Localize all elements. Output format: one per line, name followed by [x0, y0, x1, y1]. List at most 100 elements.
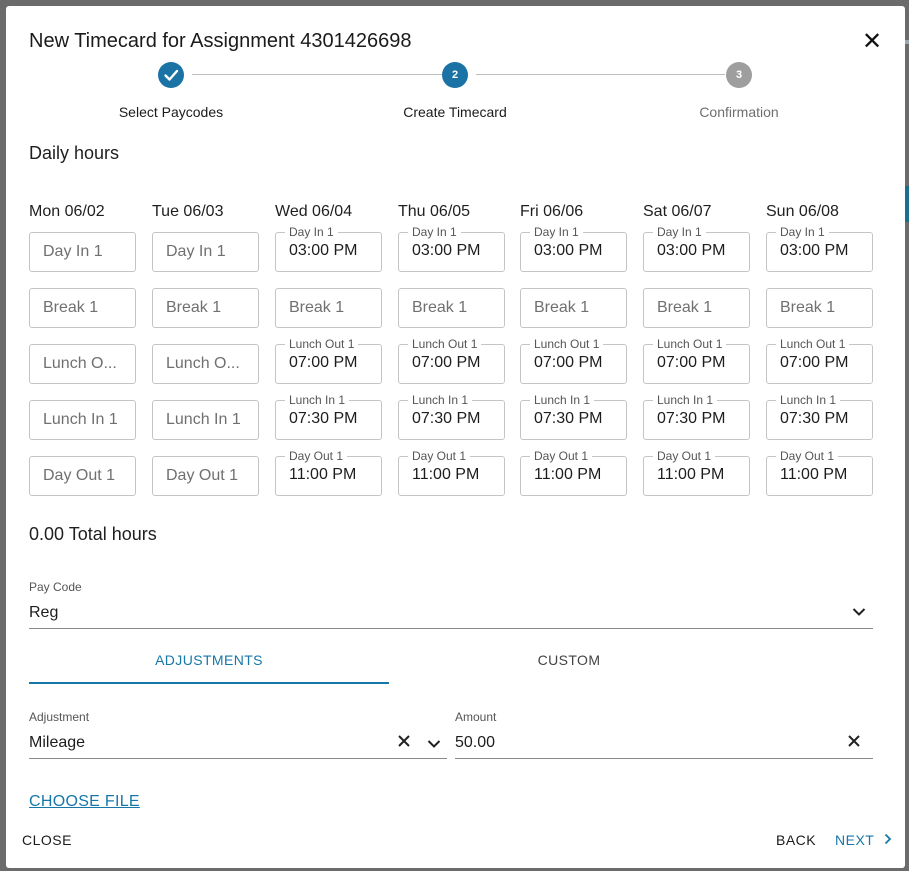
time-input[interactable]: Lunch Out 1 07:00 PM [398, 337, 505, 384]
time-input[interactable]: Day In 1 03:00 PM [398, 225, 505, 272]
time-input[interactable]: Day In 1 [29, 232, 136, 272]
day-header: Thu 06/05 [398, 203, 471, 220]
time-input[interactable]: Day Out 1 11:00 PM [766, 449, 873, 496]
time-input[interactable]: Lunch In 1 07:30 PM [275, 393, 382, 440]
chevron-right-icon [884, 832, 892, 848]
time-input-label: Day In 1 [776, 225, 829, 239]
time-input-placeholder: Break 1 [289, 299, 345, 316]
time-input-placeholder: Day Out 1 [166, 467, 239, 484]
time-input[interactable]: Day Out 1 11:00 PM [643, 449, 750, 496]
time-input-value: 03:00 PM [289, 242, 358, 259]
time-input[interactable]: Day Out 1 [152, 456, 259, 496]
time-input[interactable]: Day Out 1 11:00 PM [398, 449, 505, 496]
time-input[interactable]: Lunch Out 1 07:00 PM [520, 337, 627, 384]
choose-file-link[interactable]: CHOOSE FILE [29, 793, 140, 810]
time-input-value: 03:00 PM [780, 242, 849, 259]
pay-code-value: Reg [29, 604, 59, 621]
time-input[interactable]: Break 1 [152, 288, 259, 328]
time-input-label: Day In 1 [285, 225, 338, 239]
time-input-value: 07:30 PM [657, 410, 726, 427]
time-input[interactable]: Day In 1 [152, 232, 259, 272]
time-input[interactable]: Lunch Out 1 07:00 PM [275, 337, 382, 384]
pay-code-label: Pay Code [29, 580, 82, 594]
time-input-label: Lunch Out 1 [408, 337, 482, 351]
tab-custom[interactable]: CUSTOM [537, 652, 601, 668]
time-input[interactable]: Lunch O... [29, 344, 136, 384]
dialog-title: New Timecard for Assignment 4301426698 [29, 30, 412, 52]
step-label-confirmation: Confirmation [699, 104, 779, 120]
time-input[interactable]: Day In 1 03:00 PM [766, 225, 873, 272]
time-input[interactable]: Lunch In 1 07:30 PM [643, 393, 750, 440]
total-hours: 0.00 Total hours [29, 524, 157, 544]
time-input-placeholder: Day Out 1 [43, 467, 116, 484]
close-icon[interactable]: ✕ [861, 28, 883, 55]
time-input[interactable]: Break 1 [398, 288, 505, 328]
time-input[interactable]: Lunch O... [152, 344, 259, 384]
time-input[interactable]: Day In 1 03:00 PM [275, 225, 382, 272]
back-button[interactable]: BACK [776, 832, 817, 848]
tab-active-indicator [29, 682, 389, 684]
clear-amount-icon[interactable] [847, 732, 861, 753]
time-input[interactable]: Break 1 [29, 288, 136, 328]
time-input-label: Day Out 1 [285, 449, 348, 463]
time-input[interactable]: Lunch In 1 [29, 400, 136, 440]
tab-adjustments[interactable]: ADJUSTMENTS [155, 652, 263, 668]
time-input-value: 07:00 PM [657, 354, 726, 371]
time-input[interactable]: Lunch In 1 07:30 PM [766, 393, 873, 440]
next-button[interactable]: NEXT [835, 832, 892, 848]
time-input-placeholder: Day In 1 [43, 243, 103, 260]
time-input-value: 03:00 PM [412, 242, 481, 259]
clear-adjustment-icon[interactable] [397, 732, 411, 753]
time-input[interactable]: Day In 1 03:00 PM [643, 225, 750, 272]
time-input[interactable]: Day Out 1 11:00 PM [520, 449, 627, 496]
time-input[interactable]: Day Out 1 11:00 PM [275, 449, 382, 496]
day-header: Tue 06/03 [152, 203, 224, 220]
time-input-label: Lunch In 1 [285, 393, 350, 407]
time-input-value: 03:00 PM [657, 242, 726, 259]
time-input-label: Lunch Out 1 [653, 337, 727, 351]
time-input-placeholder: Break 1 [412, 299, 468, 316]
time-input-placeholder: Lunch O... [166, 355, 240, 372]
time-input[interactable]: Day In 1 03:00 PM [520, 225, 627, 272]
step-2-marker: 2 [442, 62, 468, 88]
time-input-value: 07:30 PM [780, 410, 849, 427]
step-3-marker: 3 [726, 62, 752, 88]
time-input[interactable]: Lunch In 1 [152, 400, 259, 440]
time-input-label: Day In 1 [408, 225, 461, 239]
chevron-down-icon[interactable] [427, 736, 441, 752]
timecard-dialog: New Timecard for Assignment 4301426698 ✕… [6, 6, 905, 868]
time-input[interactable]: Break 1 [643, 288, 750, 328]
time-input-label: Lunch In 1 [776, 393, 841, 407]
time-input-label: Day Out 1 [530, 449, 593, 463]
time-input-placeholder: Lunch In 1 [166, 411, 241, 428]
time-input[interactable]: Lunch In 1 07:30 PM [398, 393, 505, 440]
time-input-value: 03:00 PM [534, 242, 603, 259]
time-input-label: Day Out 1 [408, 449, 471, 463]
time-input-value: 07:00 PM [412, 354, 481, 371]
amount-underline [455, 758, 873, 759]
time-input-label: Lunch In 1 [408, 393, 473, 407]
amount-value[interactable]: 50.00 [455, 734, 496, 751]
time-input-label: Day Out 1 [776, 449, 839, 463]
time-input-label: Lunch In 1 [530, 393, 595, 407]
time-input[interactable]: Lunch In 1 07:30 PM [520, 393, 627, 440]
stepper-connector [476, 74, 725, 75]
day-header: Wed 06/04 [275, 203, 353, 220]
time-input[interactable]: Lunch Out 1 07:00 PM [643, 337, 750, 384]
adjustment-underline [29, 758, 447, 759]
stepper-connector [192, 74, 445, 75]
time-input[interactable]: Lunch Out 1 07:00 PM [766, 337, 873, 384]
time-input-value: 07:00 PM [289, 354, 358, 371]
step-complete-check-icon [158, 62, 184, 88]
close-button[interactable]: CLOSE [22, 832, 72, 848]
time-input-label: Day Out 1 [653, 449, 716, 463]
time-input-value: 07:00 PM [534, 354, 603, 371]
time-input[interactable]: Break 1 [766, 288, 873, 328]
chevron-down-icon[interactable] [852, 604, 866, 620]
time-input-placeholder: Lunch In 1 [43, 411, 118, 428]
time-input[interactable]: Break 1 [275, 288, 382, 328]
time-input[interactable]: Day Out 1 [29, 456, 136, 496]
day-header: Fri 06/06 [520, 203, 584, 220]
time-input-placeholder: Break 1 [780, 299, 836, 316]
time-input[interactable]: Break 1 [520, 288, 627, 328]
